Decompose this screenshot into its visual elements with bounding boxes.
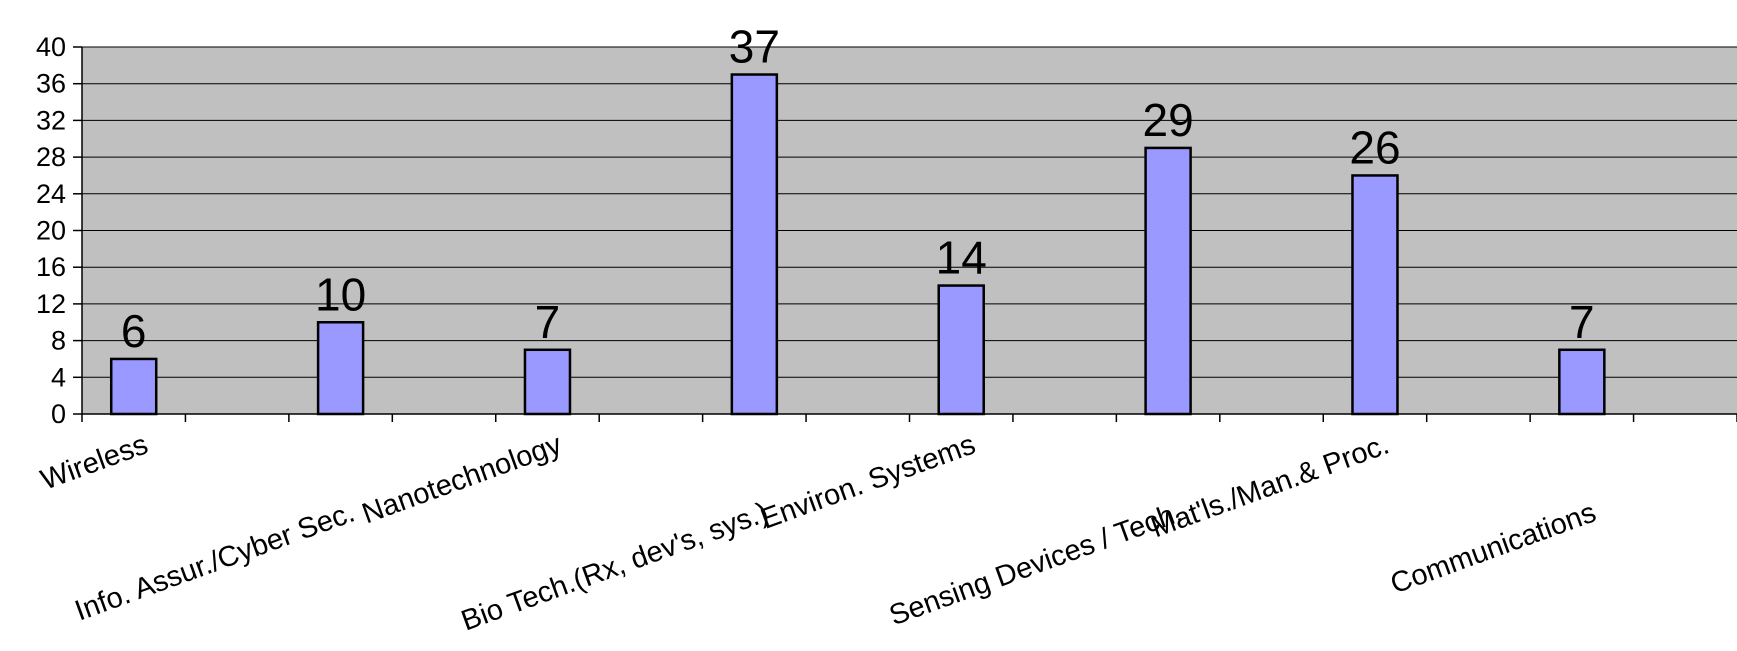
category-label: Bio Tech.(Rx, dev's, sys.) — [457, 497, 773, 638]
y-tick-label: 16 — [36, 252, 66, 282]
y-tick-label: 40 — [36, 32, 66, 62]
bar — [1144, 146, 1192, 416]
category-label: Environ. Systems — [757, 429, 980, 536]
y-tick-label: 12 — [36, 289, 66, 319]
bar — [937, 284, 985, 416]
data-label: 26 — [1349, 121, 1400, 173]
bar — [1558, 348, 1606, 416]
bar — [1351, 174, 1399, 416]
y-tick-label: 0 — [51, 399, 66, 429]
gridlines — [82, 46, 1737, 378]
bar — [316, 321, 365, 416]
data-label: 7 — [535, 296, 561, 348]
bar — [730, 73, 779, 416]
category-label: Info. Assur./Cyber Sec. — [71, 497, 359, 628]
data-label: 10 — [315, 268, 366, 320]
category-label: Sensing Devices / Tech. — [885, 497, 1186, 633]
x-axis-ticks — [81, 414, 1737, 422]
y-tick-label: 28 — [36, 142, 66, 172]
y-tick-label: 36 — [36, 69, 66, 99]
data-label: 37 — [729, 21, 780, 73]
category-label: Mat'ls./Man.& Proc. — [1147, 429, 1393, 545]
y-tick-label: 32 — [36, 105, 66, 135]
y-tick-label: 8 — [51, 326, 66, 356]
data-label: 29 — [1143, 94, 1194, 146]
category-label: Communications — [1386, 497, 1600, 601]
bar — [523, 348, 572, 416]
data-labels: 6 10 7 37 14 29 26 7 — [121, 21, 1595, 357]
y-axis-ticks: 0 4 8 12 16 20 24 28 32 36 40 — [36, 32, 82, 429]
category-label: Nanotechnology — [358, 428, 566, 530]
data-label: 6 — [121, 305, 147, 357]
bar — [109, 357, 158, 416]
y-tick-label: 20 — [36, 216, 66, 246]
data-label: 14 — [936, 232, 987, 284]
bars — [109, 73, 1606, 416]
y-tick-label: 24 — [36, 179, 66, 209]
y-tick-label: 4 — [51, 362, 66, 392]
category-label: Wireless — [37, 429, 152, 497]
data-label: 7 — [1569, 296, 1595, 348]
